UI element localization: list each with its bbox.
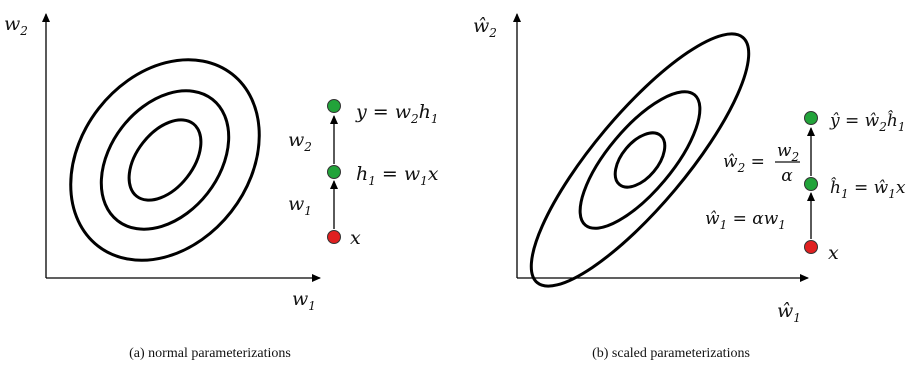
- panel-a-node-y-label: y = w2h1: [355, 101, 439, 126]
- panel-a-node-x: [327, 230, 341, 244]
- panel-a-x-axis-label: w1: [292, 288, 316, 313]
- panel-a: w2 w1 x h1 = w1x y = w2h1 w1 w2: [4, 13, 439, 361]
- panel-b-node-x-label: x: [828, 242, 839, 264]
- panel-a-caption: (a) normal parameterizations: [129, 346, 291, 361]
- panel-b-edge-2-denominator: α: [781, 166, 793, 186]
- panel-b-x-axis-label: ŵ1: [777, 300, 801, 325]
- panel-b-node-h1-label: ĥ1 = ŵ1x: [830, 177, 906, 201]
- panel-a-contour-middle: [99, 89, 231, 231]
- panel-a-node-h1: [327, 165, 341, 179]
- panel-b-contours: [529, 32, 751, 288]
- panel-b-edge-2-label: ŵ2 = w2 α: [723, 141, 800, 186]
- panel-b-contour-outer: [529, 32, 751, 288]
- panel-a-y-axis-label: w2: [4, 13, 28, 38]
- panel-b: ŵ2 ŵ1 x ĥ1 = ŵ1x ŷ = ŵ2ĥ1 ŵ1 = αw1: [473, 13, 906, 361]
- panel-b-y-axis-label: ŵ2: [473, 15, 497, 40]
- panel-b-node-x: [804, 240, 818, 254]
- panel-b-node-h1: [804, 177, 818, 191]
- panel-a-node-x-label: x: [350, 227, 361, 249]
- panel-a-node-y: [327, 99, 341, 113]
- panel-a-contours: [69, 58, 261, 262]
- panel-a-contour-outer: [69, 58, 261, 262]
- panel-b-edge-2-numerator: w2: [777, 141, 799, 164]
- panel-b-node-y-label: ŷ = ŵ2ĥ1: [829, 110, 905, 134]
- panel-b-node-y: [804, 111, 818, 125]
- panel-a-node-h1-label: h1 = w1x: [356, 163, 439, 188]
- panel-b-edge-2-lhs: ŵ2 =: [723, 152, 765, 175]
- panel-b-contour-inner: [613, 131, 667, 189]
- panel-b-caption: (b) scaled parameterizations: [592, 346, 750, 361]
- panel-b-edge-1-label: ŵ1 = αw1: [705, 209, 786, 232]
- panel-b-contour-middle: [578, 90, 702, 230]
- panel-a-edge-2-label: w2: [288, 129, 312, 154]
- panel-a-edge-1-label: w1: [288, 193, 312, 218]
- panel-a-contour-inner: [127, 118, 203, 202]
